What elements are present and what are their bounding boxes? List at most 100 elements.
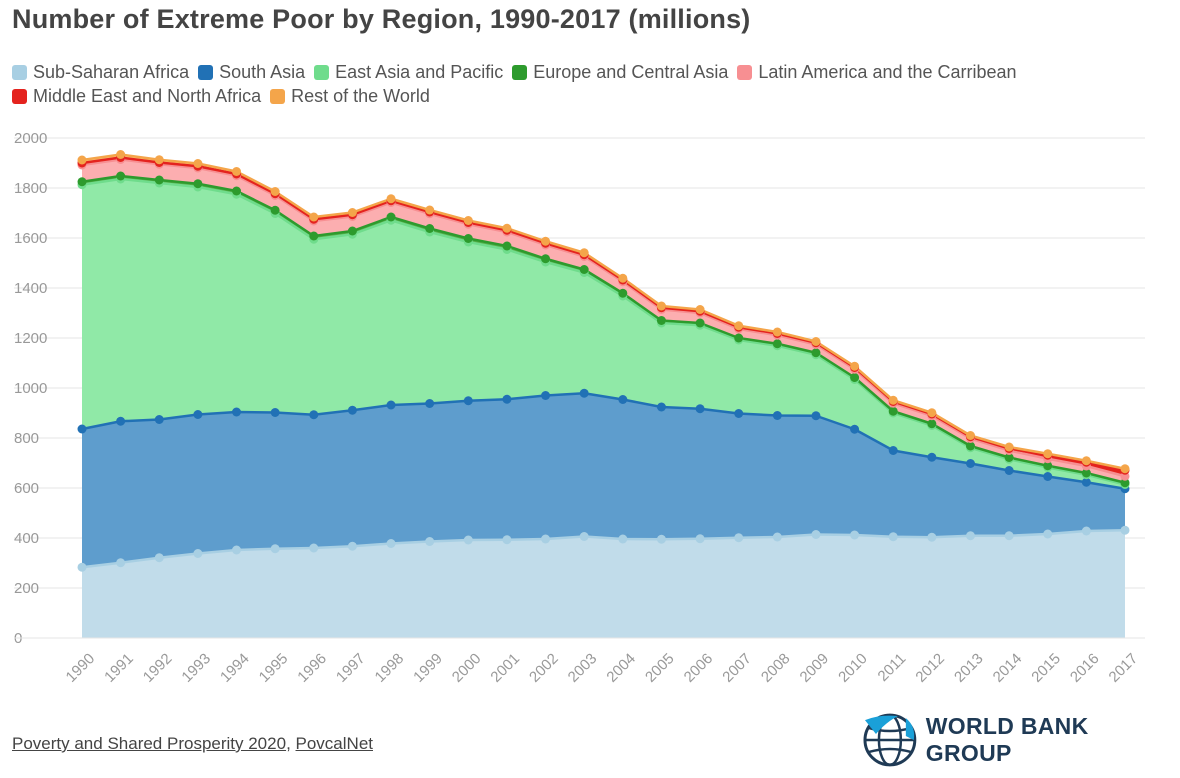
point-sub-saharan-africa[interactable] — [656, 534, 666, 544]
point-south-asia[interactable] — [927, 452, 937, 462]
point-rest-of-the-world[interactable] — [656, 301, 666, 311]
point-south-asia[interactable] — [77, 424, 87, 434]
point-europe-and-central-asia[interactable] — [502, 241, 512, 251]
point-europe-and-central-asia[interactable] — [193, 179, 203, 189]
point-south-asia[interactable] — [656, 402, 666, 412]
point-south-asia[interactable] — [734, 409, 744, 418]
point-rest-of-the-world[interactable] — [463, 216, 473, 225]
point-europe-and-central-asia[interactable] — [309, 231, 319, 241]
point-south-asia[interactable] — [309, 410, 319, 420]
point-sub-saharan-africa[interactable] — [77, 562, 87, 572]
point-europe-and-central-asia[interactable] — [695, 318, 705, 328]
point-europe-and-central-asia[interactable] — [232, 186, 242, 196]
point-europe-and-central-asia[interactable] — [579, 265, 589, 274]
legend-item-south-asia[interactable]: South Asia — [198, 60, 305, 84]
point-europe-and-central-asia[interactable] — [618, 288, 628, 298]
legend-item-europe-and-central-asia[interactable]: Europe and Central Asia — [512, 60, 728, 84]
point-europe-and-central-asia[interactable] — [734, 333, 744, 343]
point-sub-saharan-africa[interactable] — [579, 532, 589, 541]
point-sub-saharan-africa[interactable] — [309, 543, 319, 553]
point-south-asia[interactable] — [502, 394, 512, 404]
point-europe-and-central-asia[interactable] — [772, 339, 782, 349]
point-rest-of-the-world[interactable] — [425, 205, 435, 215]
point-sub-saharan-africa[interactable] — [463, 535, 473, 545]
point-europe-and-central-asia[interactable] — [1004, 453, 1014, 462]
point-south-asia[interactable] — [232, 407, 242, 417]
point-europe-and-central-asia[interactable] — [116, 171, 126, 181]
point-south-asia[interactable] — [154, 415, 164, 424]
point-rest-of-the-world[interactable] — [193, 159, 203, 168]
point-south-asia[interactable] — [425, 399, 435, 408]
point-rest-of-the-world[interactable] — [154, 155, 164, 165]
point-rest-of-the-world[interactable] — [811, 337, 821, 346]
point-sub-saharan-africa[interactable] — [425, 537, 435, 546]
point-rest-of-the-world[interactable] — [965, 431, 975, 440]
point-europe-and-central-asia[interactable] — [347, 226, 357, 236]
point-south-asia[interactable] — [888, 446, 898, 455]
point-europe-and-central-asia[interactable] — [1120, 478, 1130, 488]
point-sub-saharan-africa[interactable] — [1004, 531, 1014, 541]
point-europe-and-central-asia[interactable] — [386, 212, 396, 222]
point-sub-saharan-africa[interactable] — [386, 539, 396, 548]
legend-item-rest-of-the-world[interactable]: Rest of the World — [270, 85, 430, 109]
point-south-asia[interactable] — [463, 396, 473, 406]
point-sub-saharan-africa[interactable] — [734, 533, 744, 543]
point-sub-saharan-africa[interactable] — [154, 553, 164, 563]
point-europe-and-central-asia[interactable] — [888, 406, 898, 416]
point-rest-of-the-world[interactable] — [541, 236, 551, 246]
point-europe-and-central-asia[interactable] — [927, 419, 937, 429]
point-rest-of-the-world[interactable] — [888, 395, 898, 405]
point-south-asia[interactable] — [1081, 477, 1091, 487]
point-europe-and-central-asia[interactable] — [425, 224, 435, 233]
point-south-asia[interactable] — [116, 416, 126, 426]
point-south-asia[interactable] — [193, 410, 203, 419]
point-sub-saharan-africa[interactable] — [850, 530, 860, 540]
point-europe-and-central-asia[interactable] — [1043, 461, 1053, 471]
point-sub-saharan-africa[interactable] — [1043, 529, 1053, 539]
point-rest-of-the-world[interactable] — [116, 150, 126, 159]
point-rest-of-the-world[interactable] — [1120, 464, 1130, 474]
point-south-asia[interactable] — [772, 411, 782, 420]
point-sub-saharan-africa[interactable] — [1081, 526, 1091, 536]
point-south-asia[interactable] — [347, 405, 357, 415]
point-south-asia[interactable] — [1043, 472, 1053, 481]
point-sub-saharan-africa[interactable] — [347, 541, 357, 551]
point-rest-of-the-world[interactable] — [850, 361, 860, 371]
point-europe-and-central-asia[interactable] — [154, 175, 164, 185]
point-rest-of-the-world[interactable] — [1043, 449, 1053, 459]
point-south-asia[interactable] — [618, 395, 628, 404]
point-rest-of-the-world[interactable] — [232, 167, 242, 176]
point-sub-saharan-africa[interactable] — [502, 535, 512, 545]
point-rest-of-the-world[interactable] — [309, 212, 319, 222]
point-rest-of-the-world[interactable] — [734, 321, 744, 331]
point-rest-of-the-world[interactable] — [1081, 456, 1091, 466]
point-south-asia[interactable] — [579, 388, 589, 398]
point-europe-and-central-asia[interactable] — [1081, 468, 1091, 478]
point-south-asia[interactable] — [965, 459, 975, 468]
point-rest-of-the-world[interactable] — [579, 248, 589, 258]
point-sub-saharan-africa[interactable] — [888, 532, 898, 542]
point-south-asia[interactable] — [695, 404, 705, 414]
point-sub-saharan-africa[interactable] — [965, 531, 975, 541]
point-rest-of-the-world[interactable] — [347, 208, 357, 217]
point-south-asia[interactable] — [270, 408, 280, 417]
point-south-asia[interactable] — [1004, 466, 1014, 475]
point-europe-and-central-asia[interactable] — [811, 348, 821, 358]
point-rest-of-the-world[interactable] — [386, 194, 396, 204]
point-south-asia[interactable] — [386, 400, 396, 410]
point-south-asia[interactable] — [541, 391, 551, 400]
point-south-asia[interactable] — [850, 424, 860, 434]
source-link-povcalnet[interactable]: PovcalNet — [295, 734, 373, 753]
point-europe-and-central-asia[interactable] — [77, 177, 87, 187]
point-rest-of-the-world[interactable] — [1004, 442, 1014, 452]
point-europe-and-central-asia[interactable] — [965, 441, 975, 451]
legend-item-east-asia-and-pacific[interactable]: East Asia and Pacific — [314, 60, 503, 84]
point-rest-of-the-world[interactable] — [772, 327, 782, 337]
point-europe-and-central-asia[interactable] — [270, 205, 280, 215]
point-rest-of-the-world[interactable] — [502, 223, 512, 233]
point-sub-saharan-africa[interactable] — [618, 534, 628, 544]
point-sub-saharan-africa[interactable] — [695, 534, 705, 544]
point-rest-of-the-world[interactable] — [695, 305, 705, 314]
point-sub-saharan-africa[interactable] — [1120, 525, 1130, 535]
point-sub-saharan-africa[interactable] — [116, 558, 126, 568]
